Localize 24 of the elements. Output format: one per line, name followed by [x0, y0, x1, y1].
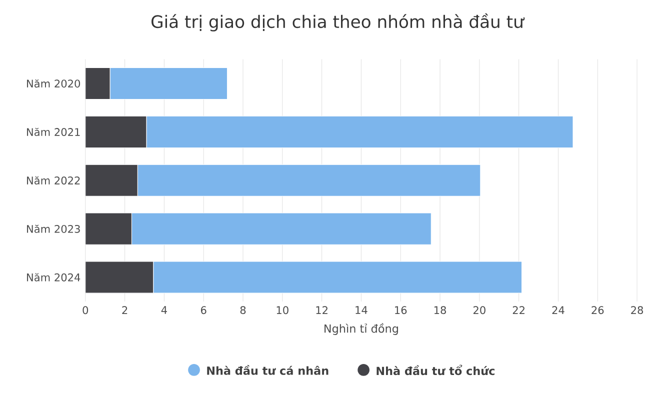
y-tick-label: Năm 2021: [27, 128, 80, 136]
x-tick-label: 28: [631, 306, 644, 314]
x-tick-label: 6: [200, 306, 206, 314]
y-tick-label: Năm 2022: [27, 176, 80, 185]
x-tick-label: 10: [276, 306, 288, 314]
legend-label: Nhà đầu tư cá nhân: [207, 365, 328, 375]
x-tick-label: 2: [122, 306, 128, 314]
x-tick-label: 16: [395, 306, 407, 314]
x-tick-label: 24: [552, 306, 564, 314]
x-axis-title: Nghìn tỉ đồng: [324, 323, 398, 335]
x-tick-label: 26: [592, 306, 604, 314]
y-tick-label: Năm 2024: [27, 273, 80, 282]
x-tick-label: 22: [512, 306, 524, 314]
x-tick-label: 0: [82, 306, 88, 314]
x-tick-label: 20: [473, 306, 486, 314]
y-tick-label: Năm 2023: [27, 224, 80, 233]
x-tick-label: 8: [240, 306, 246, 314]
legend-label: Nhà đầu tư tổ chức: [376, 364, 494, 376]
x-tick-label: 18: [434, 306, 446, 314]
y-tick-label: Năm 2020: [27, 79, 80, 88]
x-tick-label: 4: [161, 306, 167, 314]
chart-title: Giá trị giao dịch chia theo nhóm nhà đầu tư: [152, 13, 525, 32]
x-tick-label: 14: [356, 306, 368, 314]
x-tick-label: 12: [316, 306, 328, 314]
